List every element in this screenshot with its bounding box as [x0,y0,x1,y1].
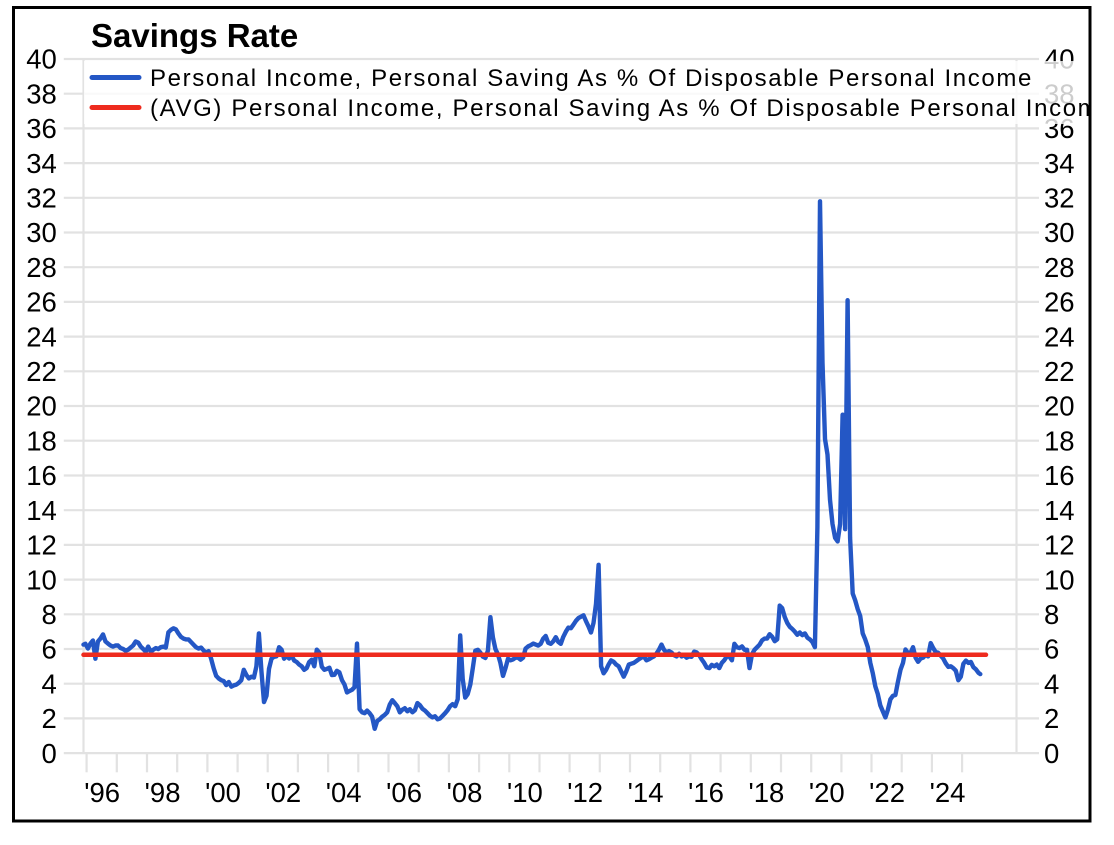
svg-text:'22: '22 [869,777,905,808]
svg-text:20: 20 [26,391,57,422]
svg-text:'00: '00 [205,777,241,808]
svg-text:20: 20 [1044,391,1075,422]
svg-text:'96: '96 [84,777,120,808]
svg-text:26: 26 [26,287,57,318]
svg-text:12: 12 [1044,530,1075,561]
svg-text:24: 24 [26,321,57,352]
svg-text:14: 14 [26,495,57,526]
svg-text:2: 2 [42,703,57,734]
svg-text:10: 10 [1044,564,1075,595]
svg-text:36: 36 [26,113,57,144]
svg-text:'14: '14 [628,777,664,808]
svg-text:'20: '20 [809,777,845,808]
svg-text:10: 10 [26,564,57,595]
svg-text:'16: '16 [688,777,724,808]
svg-text:34: 34 [26,148,57,179]
svg-text:'24: '24 [930,777,966,808]
svg-text:'98: '98 [145,777,181,808]
svg-text:30: 30 [1044,217,1075,248]
svg-text:6: 6 [42,634,57,665]
svg-text:22: 22 [1044,356,1075,387]
svg-text:28: 28 [26,252,57,283]
svg-text:'06: '06 [386,777,422,808]
svg-text:4: 4 [1044,668,1059,699]
svg-text:'12: '12 [567,777,603,808]
svg-text:'08: '08 [447,777,483,808]
svg-text:0: 0 [1044,738,1059,769]
svg-text:0: 0 [42,738,57,769]
svg-text:26: 26 [1044,287,1075,318]
svg-text:'18: '18 [748,777,784,808]
svg-text:Personal Income, Personal Savi: Personal Income, Personal Saving As % Of… [150,65,1033,92]
svg-text:32: 32 [1044,183,1075,214]
svg-text:38: 38 [26,78,57,109]
svg-text:4: 4 [42,668,57,699]
svg-text:16: 16 [26,460,57,491]
svg-text:12: 12 [26,530,57,561]
svg-text:24: 24 [1044,321,1075,352]
svg-text:14: 14 [1044,495,1075,526]
svg-text:Savings Rate: Savings Rate [91,17,298,54]
svg-text:'02: '02 [265,777,301,808]
svg-text:(AVG) Personal Income, Persona: (AVG) Personal Income, Personal Saving A… [150,95,1114,122]
svg-text:16: 16 [1044,460,1075,491]
svg-text:'04: '04 [326,777,362,808]
svg-text:2: 2 [1044,703,1059,734]
svg-text:18: 18 [1044,425,1075,456]
svg-text:30: 30 [26,217,57,248]
svg-text:8: 8 [42,599,57,630]
svg-text:22: 22 [26,356,57,387]
svg-text:8: 8 [1044,599,1059,630]
svg-text:34: 34 [1044,148,1075,179]
svg-text:32: 32 [26,183,57,214]
svg-text:28: 28 [1044,252,1075,283]
svg-text:6: 6 [1044,634,1059,665]
svg-text:18: 18 [26,425,57,456]
svg-text:'10: '10 [507,777,543,808]
svg-text:40: 40 [26,44,57,75]
